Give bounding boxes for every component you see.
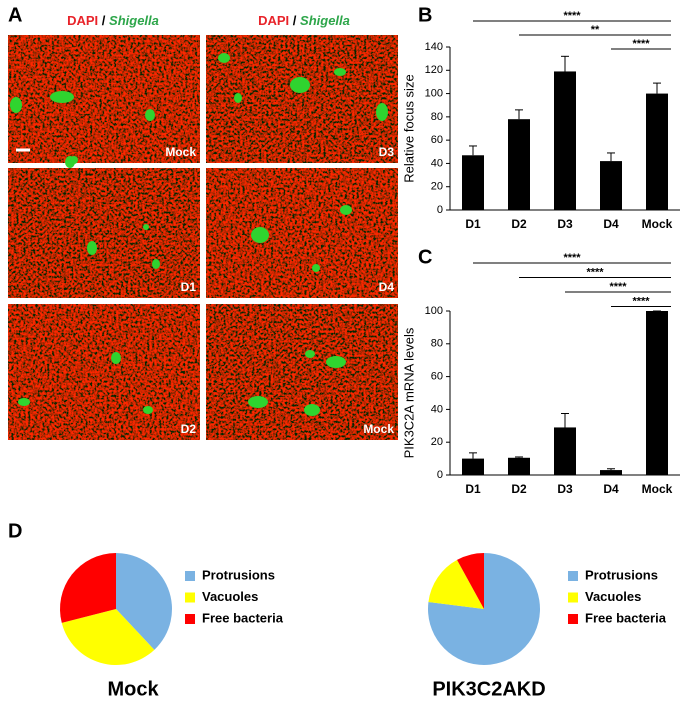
x-tick-label: D2 xyxy=(511,217,527,231)
significance-label: **** xyxy=(563,10,581,22)
y-tick-label: 60 xyxy=(431,371,443,383)
y-tick-label: 40 xyxy=(431,157,443,169)
panel-label: D xyxy=(8,520,22,542)
pie-slice xyxy=(61,609,155,666)
y-axis-label: Relative focus size xyxy=(401,74,416,182)
y-tick-label: 120 xyxy=(425,64,443,76)
legend-swatch xyxy=(185,592,195,603)
y-axis-label: PIK3C2A mRNA levels xyxy=(401,327,416,458)
x-tick-label: D3 xyxy=(557,482,573,496)
legend-swatch xyxy=(185,614,195,624)
micrograph-label: D1 xyxy=(181,280,197,294)
micrograph-label: Mock xyxy=(363,422,394,436)
significance-label: **** xyxy=(563,252,581,264)
legend-label: Vacuoles xyxy=(585,589,641,604)
legend-swatch xyxy=(568,592,578,603)
bar xyxy=(462,155,484,210)
bacteria-foci xyxy=(10,53,388,416)
y-tick-label: 0 xyxy=(437,204,443,216)
x-tick-label: D2 xyxy=(511,482,527,496)
channel-header: DAPI / Shigella xyxy=(67,13,159,28)
pie-slice xyxy=(59,553,116,623)
channel-header: DAPI / Shigella xyxy=(258,13,350,28)
x-tick-label: D4 xyxy=(603,217,619,231)
y-tick-label: 60 xyxy=(431,134,443,146)
channel-name: DAPI xyxy=(258,13,289,28)
significance-label: **** xyxy=(609,281,627,293)
micrograph-label: D4 xyxy=(379,280,395,294)
panel-label: A xyxy=(8,4,22,26)
legend-swatch xyxy=(185,571,195,581)
significance-label: **** xyxy=(632,38,650,50)
y-tick-label: 20 xyxy=(431,436,443,448)
channel-name: / xyxy=(102,13,106,28)
y-tick-label: 80 xyxy=(431,111,443,123)
x-tick-label: D1 xyxy=(465,482,481,496)
pie-slice xyxy=(457,553,484,609)
channel-name: Shigella xyxy=(109,13,159,28)
micrograph xyxy=(8,168,200,298)
bar xyxy=(508,119,530,210)
micrograph-label: Mock xyxy=(165,145,196,159)
y-tick-label: 140 xyxy=(425,41,443,53)
y-tick-label: 100 xyxy=(425,87,443,99)
significance-label: **** xyxy=(632,295,650,307)
micrograph xyxy=(206,304,398,440)
pie-slice xyxy=(116,553,173,650)
y-tick-label: 0 xyxy=(437,469,443,481)
y-tick-label: 80 xyxy=(431,338,443,350)
bar xyxy=(600,161,622,210)
legend-label: Protrusions xyxy=(585,567,658,582)
bar xyxy=(554,71,576,210)
y-tick-label: 100 xyxy=(425,305,443,317)
y-tick-label: 40 xyxy=(431,403,443,415)
legend-label: Free bacteria xyxy=(585,610,667,625)
pie-title: PIK3C2AKD xyxy=(432,678,545,700)
legend-label: Vacuoles xyxy=(202,589,258,604)
micrograph xyxy=(206,168,398,298)
legend-label: Protrusions xyxy=(202,567,275,582)
pie-slice xyxy=(428,559,484,609)
legend-label: Free bacteria xyxy=(202,610,284,625)
bar xyxy=(554,427,576,475)
bar xyxy=(646,93,668,210)
legend-swatch xyxy=(568,614,578,624)
panel-label: B xyxy=(418,4,432,26)
bar xyxy=(508,457,530,475)
channel-name: / xyxy=(293,13,297,28)
bar xyxy=(646,311,668,475)
micrograph-label: D2 xyxy=(181,422,197,436)
y-tick-label: 20 xyxy=(431,181,443,193)
x-tick-label: D1 xyxy=(465,217,481,231)
micrograph xyxy=(8,35,200,163)
micrograph-grid xyxy=(8,35,398,440)
x-tick-label: Mock xyxy=(642,482,673,496)
micrograph xyxy=(8,304,200,440)
panel-label: C xyxy=(418,246,432,268)
legend-swatch xyxy=(568,571,578,581)
x-tick-label: D4 xyxy=(603,482,619,496)
bar xyxy=(462,458,484,475)
significance-label: **** xyxy=(586,266,604,278)
bar xyxy=(600,470,622,475)
channel-name: Shigella xyxy=(300,13,350,28)
significance-label: ** xyxy=(591,24,600,36)
x-tick-label: D3 xyxy=(557,217,573,231)
micrograph-label: D3 xyxy=(379,145,395,159)
channel-name: DAPI xyxy=(67,13,98,28)
x-tick-label: Mock xyxy=(642,217,673,231)
pie-title: Mock xyxy=(107,678,159,700)
